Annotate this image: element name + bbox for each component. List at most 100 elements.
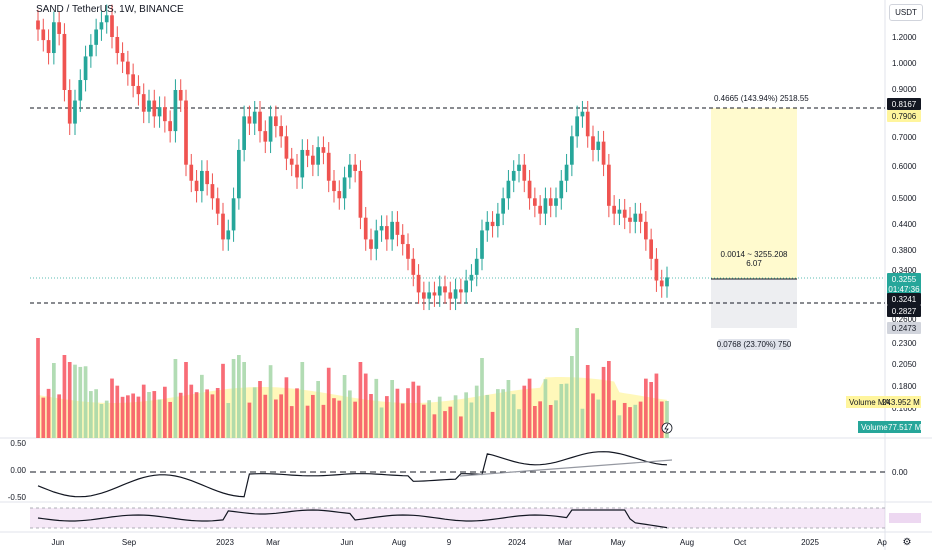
price-tick-label: 0.5000 bbox=[892, 194, 917, 203]
volume-bar bbox=[533, 406, 537, 438]
candle-body bbox=[221, 213, 225, 240]
candle-body bbox=[385, 226, 389, 240]
candle-body bbox=[226, 230, 231, 240]
volume-bar bbox=[321, 404, 326, 438]
volume-bar bbox=[131, 393, 135, 438]
volume-bar bbox=[543, 379, 548, 438]
countdown-badge: 01:47:36 bbox=[888, 285, 920, 294]
volume-bar bbox=[67, 362, 72, 438]
candle-body bbox=[57, 22, 61, 34]
measure-profit-zone bbox=[711, 108, 797, 279]
volume-bar bbox=[168, 401, 172, 438]
measure-bottom-badge-bg bbox=[887, 322, 921, 334]
currency-unit-button[interactable]: USDT bbox=[889, 4, 923, 21]
volume-bar bbox=[242, 362, 246, 438]
time-axis-label: Jun bbox=[341, 538, 354, 547]
volume-bar bbox=[395, 388, 400, 438]
candle-body bbox=[464, 280, 468, 293]
volume-bar bbox=[432, 414, 437, 438]
volume-bar bbox=[559, 384, 564, 438]
candle-body bbox=[41, 29, 46, 41]
volume-bar bbox=[189, 384, 194, 438]
time-axis-label: 9 bbox=[447, 538, 452, 547]
volume-bar bbox=[226, 403, 231, 438]
candle-body bbox=[591, 136, 595, 150]
candle-body bbox=[141, 94, 146, 112]
volume-bar bbox=[279, 394, 283, 438]
candle-body bbox=[427, 292, 431, 299]
price-tick-label: 1.0000 bbox=[892, 59, 917, 68]
price-tick-label: 0.3800 bbox=[892, 246, 917, 255]
price-tick-label: 0.1600 bbox=[892, 404, 917, 413]
volume-bar bbox=[295, 388, 299, 438]
candle-body bbox=[316, 147, 320, 165]
flash-icon[interactable] bbox=[661, 422, 673, 434]
candle-body bbox=[469, 274, 474, 281]
candle-body bbox=[348, 164, 352, 178]
volume-label: Volume bbox=[861, 423, 888, 432]
candle-body bbox=[538, 205, 542, 214]
candle-body bbox=[200, 170, 204, 192]
volume-bar bbox=[147, 392, 151, 438]
volume-bar bbox=[638, 401, 643, 438]
candle-body bbox=[205, 170, 209, 185]
time-axis-label: Jun bbox=[52, 538, 65, 547]
current-price-badge-bg bbox=[887, 273, 921, 285]
volume-bar bbox=[607, 361, 611, 438]
measure-mid-text2: 6.07 bbox=[746, 259, 762, 268]
countdown-badge-bg bbox=[887, 283, 921, 295]
candle-body bbox=[548, 198, 553, 206]
candle-body bbox=[363, 217, 368, 240]
volume-bar bbox=[564, 383, 569, 438]
candle-body bbox=[527, 180, 532, 199]
time-axis-label: Aug bbox=[680, 538, 694, 547]
volume-bar bbox=[379, 407, 384, 438]
candle-body bbox=[564, 164, 569, 181]
osc2-line bbox=[37, 509, 668, 529]
candle-body bbox=[252, 111, 257, 124]
candle-body bbox=[94, 29, 98, 45]
candle-body bbox=[215, 198, 220, 214]
candle-body bbox=[46, 40, 51, 54]
candle-body bbox=[279, 126, 283, 137]
volume-label-bg bbox=[858, 421, 921, 433]
volume-bar bbox=[136, 396, 141, 438]
volume-bar bbox=[141, 384, 146, 438]
candle-body bbox=[622, 209, 627, 218]
volume-bar bbox=[585, 365, 590, 438]
candle-body bbox=[237, 149, 241, 199]
candle-body bbox=[99, 22, 104, 30]
time-axis-label: Ap bbox=[877, 538, 887, 547]
volume-bar bbox=[62, 355, 67, 438]
volume-bar bbox=[78, 366, 83, 438]
candle-body bbox=[268, 116, 273, 142]
measure-top-text: 0.4665 (143.94%) 2518.55 bbox=[714, 94, 809, 103]
volume-bar bbox=[353, 401, 357, 438]
volume-bar bbox=[231, 359, 236, 438]
candle-body bbox=[448, 292, 453, 299]
volume-bar bbox=[437, 396, 442, 438]
osc2-band bbox=[30, 508, 885, 528]
settings-gear-icon[interactable]: ⚙ bbox=[903, 537, 912, 548]
time-axis-label: 2025 bbox=[801, 538, 819, 547]
candle-body bbox=[295, 164, 299, 178]
candle-body bbox=[601, 141, 606, 165]
candle-body bbox=[263, 131, 268, 142]
price-tick-label: 0.2050 bbox=[892, 360, 917, 369]
candle-body bbox=[83, 56, 88, 81]
price-tick-label: 0.2600 bbox=[892, 315, 917, 324]
candle-body bbox=[247, 116, 252, 124]
candle-body bbox=[443, 286, 447, 293]
volume-bar bbox=[115, 385, 120, 438]
support-price-badge-bg bbox=[887, 305, 921, 317]
candle-body bbox=[411, 258, 416, 275]
candle-body bbox=[163, 107, 167, 122]
candle-body bbox=[311, 155, 315, 165]
volume-bar bbox=[52, 363, 56, 438]
price-tick-label: 0.4400 bbox=[892, 220, 917, 229]
candle-body bbox=[321, 147, 326, 153]
volume-bar bbox=[300, 362, 305, 438]
time-axis-label: Mar bbox=[558, 538, 572, 547]
